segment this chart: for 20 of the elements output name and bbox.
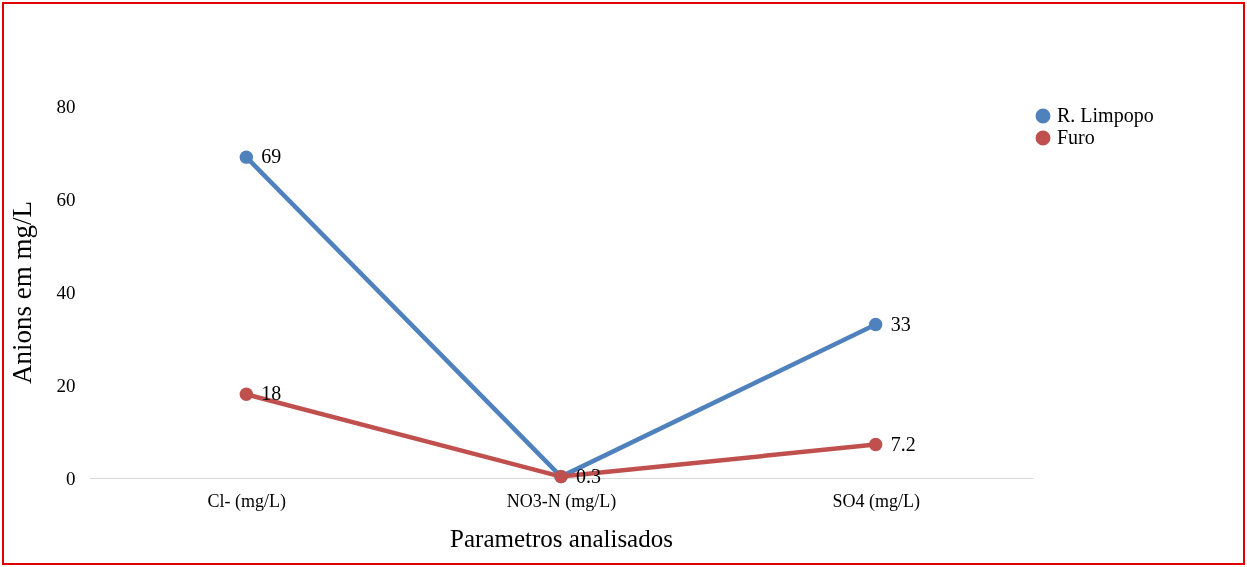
point xyxy=(868,317,883,332)
x-tick-label: SO4 (mg/L) xyxy=(832,490,920,512)
point xyxy=(239,150,254,164)
data-label: 7.2 xyxy=(890,432,916,455)
point xyxy=(868,437,883,452)
y-tick-label: 60 xyxy=(56,188,76,210)
y-tick-label: 20 xyxy=(56,374,76,396)
y-tick-label: 0 xyxy=(66,467,76,489)
data-label: 33 xyxy=(890,312,911,335)
point xyxy=(239,387,254,401)
y-axis-title: Anions em mg/L xyxy=(6,201,37,384)
y-tick-label: 80 xyxy=(56,95,76,117)
data-label: 18 xyxy=(261,382,282,405)
legend-label: Furo xyxy=(1057,126,1095,148)
data-label: 69 xyxy=(261,145,282,168)
y-tick-label: 40 xyxy=(56,281,76,303)
x-tick-label: NO3-N (mg/L) xyxy=(506,490,617,512)
x-tick-label: Cl- (mg/L) xyxy=(207,490,287,512)
legend-label: R. Limpopo xyxy=(1057,104,1154,127)
x-axis-title: Parametros analisados xyxy=(450,524,673,552)
